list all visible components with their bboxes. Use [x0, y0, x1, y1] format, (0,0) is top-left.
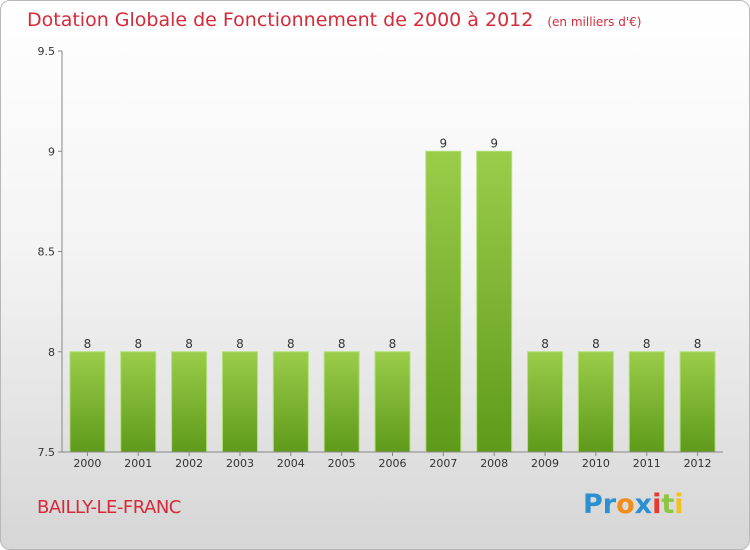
commune-name: BAILLY-LE-FRANC — [37, 497, 181, 518]
chart-title-text: Dotation Globale de Fonctionnement de 20… — [27, 9, 534, 31]
data-label-2007: 9 — [440, 136, 448, 150]
bar-2005 — [323, 351, 360, 453]
x-tick-label-2012: 2012 — [684, 457, 712, 470]
x-tick-label-2010: 2010 — [582, 457, 610, 470]
y-tick-label: 9.5 — [38, 45, 56, 58]
x-tick-label-2007: 2007 — [429, 457, 457, 470]
y-tick-label: 8 — [48, 346, 55, 359]
data-label-2004: 8 — [287, 337, 295, 351]
x-tick-label-2003: 2003 — [226, 457, 254, 470]
chart-title: Dotation Globale de Fonctionnement de 20… — [27, 9, 641, 31]
y-axis: 7.5 8 8.5 9 9.5 — [38, 45, 63, 459]
logo-part-1: Pr — [583, 489, 617, 520]
bar-2008 — [476, 150, 513, 453]
logo-part-5: t — [661, 489, 675, 520]
data-label-2008: 9 — [490, 136, 498, 150]
x-tick-label-2000: 2000 — [73, 457, 101, 470]
x-tick-label-2002: 2002 — [175, 457, 203, 470]
x-tick-label-2008: 2008 — [480, 457, 508, 470]
x-tick-label-2006: 2006 — [379, 457, 407, 470]
proxiti-logo: Proxiti — [583, 489, 684, 520]
bar-2003 — [221, 351, 258, 453]
data-label-2003: 8 — [236, 337, 244, 351]
x-tick-label-2004: 2004 — [277, 457, 305, 470]
x-tick-label-2009: 2009 — [531, 457, 559, 470]
data-label-2009: 8 — [541, 337, 549, 351]
data-label-2011: 8 — [643, 337, 651, 351]
y-tick-label: 9 — [48, 145, 55, 158]
x-tick-label-2001: 2001 — [124, 457, 152, 470]
data-label-2006: 8 — [389, 337, 397, 351]
bar-2000 — [69, 351, 106, 453]
y-tick-label: 7.5 — [38, 446, 56, 459]
bar-2010 — [577, 351, 614, 453]
x-axis: 2000 2001 2002 2003 2004 2005 2006 2007 2008 2009… — [62, 451, 723, 470]
bar-2007 — [425, 150, 462, 453]
bar-2009 — [527, 351, 564, 453]
bar-2011 — [628, 351, 665, 453]
chart-subtitle: (en milliers d'€) — [547, 15, 642, 29]
data-label-2010: 8 — [592, 337, 600, 351]
bar-2006 — [374, 351, 411, 453]
x-tick-label-2011: 2011 — [633, 457, 661, 470]
x-tick-label-2005: 2005 — [328, 457, 356, 470]
y-tick-label: 8.5 — [38, 246, 56, 259]
logo-part-3: x — [634, 489, 653, 520]
bars: 8 8 8 8 8 8 8 9 9 8 8 8 8 — [69, 136, 716, 453]
bar-2001 — [120, 351, 157, 453]
logo-part-6: i — [674, 489, 684, 520]
bar-2004 — [272, 351, 309, 453]
bar-2012 — [679, 351, 716, 453]
data-label-2000: 8 — [84, 337, 92, 351]
data-label-2012: 8 — [694, 337, 702, 351]
data-label-2005: 8 — [338, 337, 346, 351]
logo-part-4: i — [652, 489, 662, 520]
data-label-2002: 8 — [185, 337, 193, 351]
bar-2002 — [171, 351, 208, 453]
logo-part-2: o — [616, 489, 635, 520]
data-label-2001: 8 — [134, 337, 142, 351]
